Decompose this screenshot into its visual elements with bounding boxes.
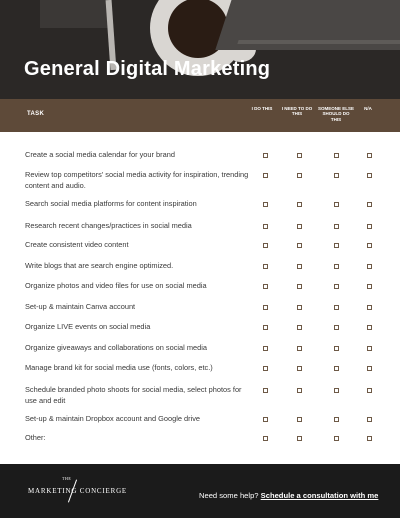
task-label: Write blogs that are search engine optim… bbox=[25, 261, 174, 270]
checkbox-na[interactable] bbox=[367, 436, 372, 441]
checkbox-i-do-this[interactable] bbox=[263, 264, 268, 269]
task-label: Other: bbox=[25, 433, 46, 442]
checkbox-someone-else[interactable] bbox=[334, 346, 339, 351]
checkbox-na[interactable] bbox=[367, 388, 372, 393]
checkbox-someone-else[interactable] bbox=[334, 305, 339, 310]
logo-text: MARKETING CONCIERGE bbox=[28, 487, 128, 495]
task-label: Create consistent video content bbox=[25, 240, 129, 249]
task-label: Organize LIVE events on social media bbox=[25, 322, 151, 331]
checkbox-i-need-to-do-this[interactable] bbox=[297, 325, 302, 330]
checkbox-someone-else[interactable] bbox=[334, 366, 339, 371]
checkbox-i-do-this[interactable] bbox=[263, 284, 268, 289]
checkbox-i-need-to-do-this[interactable] bbox=[297, 264, 302, 269]
checkbox-i-need-to-do-this[interactable] bbox=[297, 284, 302, 289]
checkbox-i-need-to-do-this[interactable] bbox=[297, 153, 302, 158]
checkbox-i-do-this[interactable] bbox=[263, 202, 268, 207]
checkbox-i-need-to-do-this[interactable] bbox=[297, 388, 302, 393]
checkbox-na[interactable] bbox=[367, 284, 372, 289]
column-header-i-do-this: I DO THIS bbox=[251, 106, 273, 111]
task-label: Review top competitors' social media act… bbox=[25, 170, 249, 190]
checkbox-someone-else[interactable] bbox=[334, 417, 339, 422]
checkbox-na[interactable] bbox=[367, 202, 372, 207]
schedule-consultation-link[interactable]: Schedule a consultation with me bbox=[260, 491, 379, 500]
task-label: Research recent changes/practices in soc… bbox=[25, 221, 192, 230]
page-title: General Digital Marketing bbox=[24, 58, 271, 80]
task-label: Set-up & maintain Dropbox account and Go… bbox=[25, 414, 201, 423]
checkbox-someone-else[interactable] bbox=[334, 224, 339, 229]
task-label: Search social media platforms for conten… bbox=[25, 199, 197, 208]
checkbox-i-do-this[interactable] bbox=[263, 153, 268, 158]
task-label: Create a social media calendar for your … bbox=[25, 150, 175, 159]
checkbox-i-do-this[interactable] bbox=[263, 243, 268, 248]
laptop-edge-photo bbox=[237, 40, 400, 44]
checkbox-someone-else[interactable] bbox=[334, 325, 339, 330]
column-header-i-need-to-do-this: I NEED TO DO THIS bbox=[281, 106, 313, 117]
checkbox-someone-else[interactable] bbox=[334, 202, 339, 207]
checkbox-i-need-to-do-this[interactable] bbox=[297, 436, 302, 441]
notepad-photo bbox=[40, 0, 110, 28]
checkbox-i-do-this[interactable] bbox=[263, 388, 268, 393]
checkbox-i-need-to-do-this[interactable] bbox=[297, 305, 302, 310]
checkbox-na[interactable] bbox=[367, 153, 372, 158]
hero-banner: General Digital Marketing bbox=[0, 0, 400, 99]
checkbox-na[interactable] bbox=[367, 224, 372, 229]
checkbox-i-need-to-do-this[interactable] bbox=[297, 417, 302, 422]
checkbox-na[interactable] bbox=[367, 366, 372, 371]
checkbox-someone-else[interactable] bbox=[334, 436, 339, 441]
checkbox-i-do-this[interactable] bbox=[263, 325, 268, 330]
logo-the: THE bbox=[62, 476, 72, 481]
checkbox-someone-else[interactable] bbox=[334, 243, 339, 248]
checkbox-i-do-this[interactable] bbox=[263, 346, 268, 351]
checkbox-i-need-to-do-this[interactable] bbox=[297, 366, 302, 371]
checkbox-na[interactable] bbox=[367, 243, 372, 248]
column-header-someone-else: SOMEONE ELSE SHOULD DO THIS bbox=[317, 106, 354, 122]
checkbox-i-need-to-do-this[interactable] bbox=[297, 202, 302, 207]
checkbox-i-do-this[interactable] bbox=[263, 305, 268, 310]
checkbox-i-do-this[interactable] bbox=[263, 173, 268, 178]
checkbox-na[interactable] bbox=[367, 264, 372, 269]
checkbox-i-do-this[interactable] bbox=[263, 417, 268, 422]
checkbox-na[interactable] bbox=[367, 417, 372, 422]
column-header-na: N/A bbox=[364, 106, 372, 111]
task-label: Manage brand kit for social media use (f… bbox=[25, 363, 213, 372]
checkbox-na[interactable] bbox=[367, 325, 372, 330]
checkbox-i-need-to-do-this[interactable] bbox=[297, 224, 302, 229]
checkbox-na[interactable] bbox=[367, 173, 372, 178]
task-label: Organize giveaways and collaborations on… bbox=[25, 343, 207, 352]
task-label: Set-up & maintain Canva account bbox=[25, 302, 136, 311]
task-label: Organize photos and video files for use … bbox=[25, 281, 207, 290]
checkbox-someone-else[interactable] bbox=[334, 153, 339, 158]
checkbox-i-do-this[interactable] bbox=[263, 436, 268, 441]
checkbox-i-need-to-do-this[interactable] bbox=[297, 173, 302, 178]
task-label: Schedule branded photo shoots for social… bbox=[25, 385, 242, 405]
checkbox-na[interactable] bbox=[367, 346, 372, 351]
checkbox-i-need-to-do-this[interactable] bbox=[297, 243, 302, 248]
checkbox-someone-else[interactable] bbox=[334, 173, 339, 178]
marketing-concierge-logo: THE MARKETING CONCIERGE bbox=[28, 476, 138, 506]
help-text: Need some help? Schedule a consultation … bbox=[199, 491, 378, 500]
footer: THE MARKETING CONCIERGE Need some help? … bbox=[0, 464, 400, 518]
checkbox-na[interactable] bbox=[367, 305, 372, 310]
help-prompt: Need some help? bbox=[199, 491, 259, 500]
checkbox-i-need-to-do-this[interactable] bbox=[297, 346, 302, 351]
checkbox-someone-else[interactable] bbox=[334, 388, 339, 393]
checkbox-i-do-this[interactable] bbox=[263, 366, 268, 371]
checkbox-i-do-this[interactable] bbox=[263, 224, 268, 229]
column-header-task: TASK bbox=[27, 111, 45, 117]
checkbox-someone-else[interactable] bbox=[334, 284, 339, 289]
checkbox-someone-else[interactable] bbox=[334, 264, 339, 269]
table-header: TASK I DO THIS I NEED TO DO THIS SOMEONE… bbox=[0, 99, 400, 132]
